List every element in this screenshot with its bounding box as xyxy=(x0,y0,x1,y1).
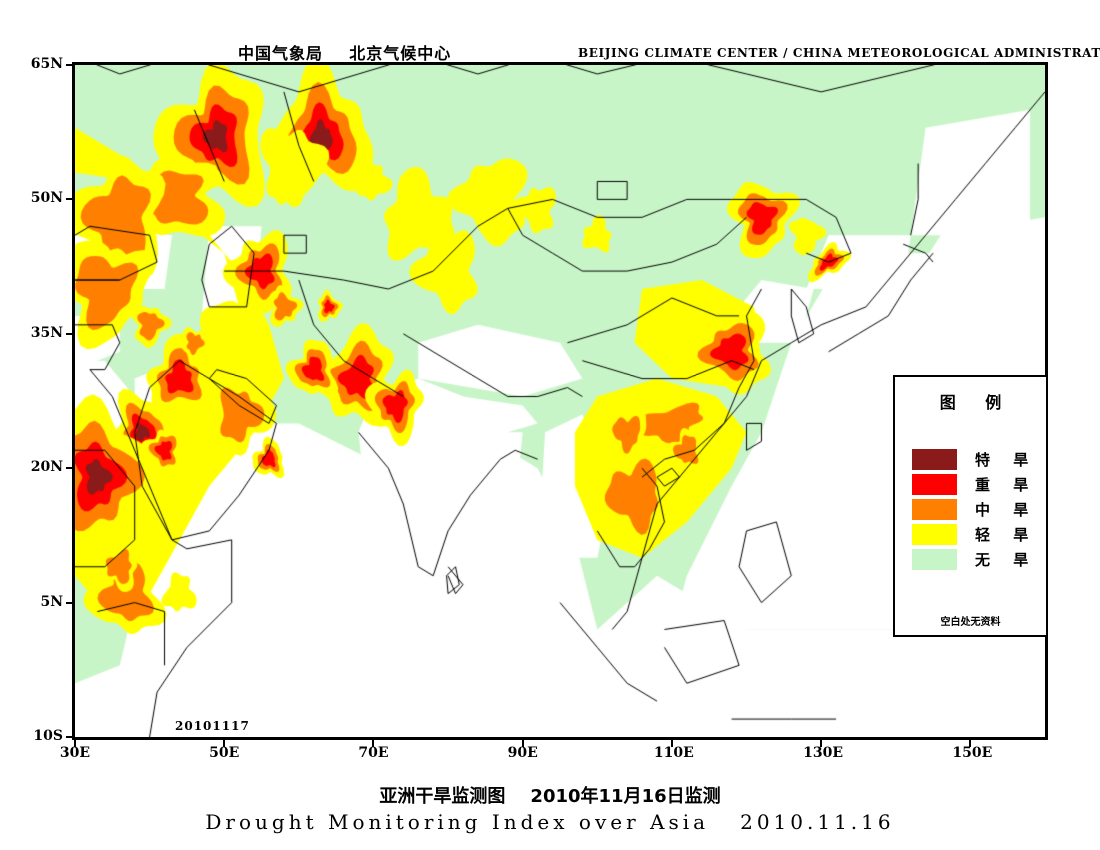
x-tick-label: 70E xyxy=(358,745,389,761)
page-title-chinese: 亚洲干旱监测图 2010年11月16日监测 xyxy=(379,786,721,807)
legend-title: 图 例 xyxy=(939,393,1014,412)
x-tickmark xyxy=(223,740,226,747)
header-agency-english: BEIJING CLIMATE CENTER / CHINA METEOROLO… xyxy=(578,46,1100,60)
drought-map-canvas xyxy=(75,65,1045,737)
x-tick-label: 150E xyxy=(952,745,993,761)
map-frame xyxy=(72,62,1048,740)
legend-item-no-drought: 无 旱 xyxy=(911,547,1037,572)
legend-swatch-extreme-drought xyxy=(911,448,958,471)
y-tickmark xyxy=(66,332,74,335)
y-tick-label: 65N xyxy=(30,56,63,72)
y-tick-label: 20N xyxy=(30,459,63,476)
header-agency-chinese: 中国气象局 北京气候中心 xyxy=(238,44,452,63)
legend-item-moderate-drought: 中 旱 xyxy=(911,497,1037,522)
legend-swatch-severe-drought xyxy=(911,473,958,496)
page-title-english: Drought Monitoring Index over Asia 2010.… xyxy=(205,810,895,834)
legend-label-moderate-drought: 中 旱 xyxy=(975,501,1038,519)
x-tick-label: 30E xyxy=(59,745,91,761)
y-tick-label: 50N xyxy=(30,190,63,207)
y-tick-label: 10S xyxy=(33,728,63,744)
map-datestamp: 20101117 xyxy=(175,719,250,733)
legend-item-light-drought: 轻 旱 xyxy=(911,522,1037,547)
legend-label-no-drought: 无 旱 xyxy=(975,551,1038,569)
y-tick-label: 5N xyxy=(40,593,63,610)
x-tickmark xyxy=(969,740,972,747)
legend-items: 特 旱重 旱中 旱轻 旱无 旱 xyxy=(911,447,1037,572)
legend-swatch-light-drought xyxy=(911,523,958,546)
x-tickmark xyxy=(372,740,375,747)
legend-note: 空白处无资料 xyxy=(940,617,1001,628)
y-tickmark xyxy=(66,198,74,201)
x-tick-label: 130E xyxy=(803,745,844,761)
x-tickmark xyxy=(521,740,524,747)
x-tick-label: 50E xyxy=(209,745,240,761)
legend-panel: 图 例 特 旱重 旱中 旱轻 旱无 旱 空白处无资料 xyxy=(893,375,1048,637)
legend-item-severe-drought: 重 旱 xyxy=(911,472,1037,497)
y-tick-label: 35N xyxy=(30,324,63,341)
y-tickmark xyxy=(66,601,74,604)
legend-swatch-moderate-drought xyxy=(911,498,958,521)
y-tickmark xyxy=(66,467,74,470)
legend-label-extreme-drought: 特 旱 xyxy=(975,451,1038,469)
x-tickmark xyxy=(670,740,673,747)
legend-label-severe-drought: 重 旱 xyxy=(975,476,1038,494)
y-tickmark xyxy=(66,736,74,738)
legend-swatch-no-drought xyxy=(911,548,958,571)
legend-label-light-drought: 轻 旱 xyxy=(975,526,1038,544)
legend-item-extreme-drought: 特 旱 xyxy=(911,447,1037,472)
x-tickmark xyxy=(74,740,76,747)
y-tickmark xyxy=(66,64,74,66)
x-tick-label: 90E xyxy=(507,745,538,761)
x-tick-label: 110E xyxy=(653,745,694,761)
x-tickmark xyxy=(820,740,823,747)
